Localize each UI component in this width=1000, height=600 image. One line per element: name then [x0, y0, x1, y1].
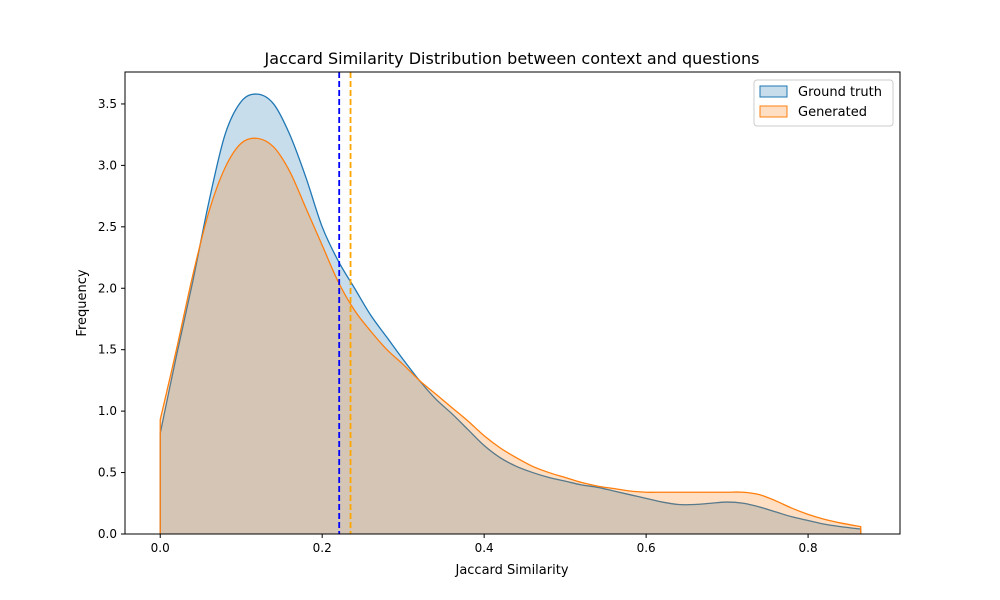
- y-tick-label: 2.0: [98, 281, 117, 295]
- legend-swatch-generated: [759, 105, 788, 118]
- y-tick-label: 3.5: [98, 97, 117, 111]
- x-axis-ticks: 0.0 0.2 0.4 0.6 0.8: [151, 534, 818, 555]
- chart-title: Jaccard Similarity Distribution between …: [264, 49, 760, 68]
- series-line-ground-truth: [159, 93, 862, 534]
- y-tick-label: 1.0: [98, 404, 117, 418]
- legend-box: [753, 79, 894, 127]
- x-tick-label: 0.0: [151, 541, 170, 555]
- legend: Ground truth Generated: [753, 79, 894, 127]
- x-axis-label: Jaccard Similarity: [454, 563, 568, 578]
- legend-label-ground-truth: Ground truth: [798, 85, 882, 100]
- y-tick-label: 1.5: [98, 343, 117, 357]
- series-area-ground-truth: [160, 94, 861, 534]
- y-tick-label: 0.5: [98, 466, 117, 480]
- legend-swatch-ground-truth: [759, 85, 788, 98]
- y-axis-ticks: 0.0 0.5 1.0 1.5 2.0 2.5 3.0 3.5: [98, 97, 125, 541]
- x-tick-label: 0.6: [637, 541, 656, 555]
- x-tick-label: 0.8: [799, 541, 818, 555]
- legend-label-generated: Generated: [798, 105, 867, 120]
- x-tick-label: 0.4: [475, 541, 494, 555]
- y-tick-label: 0.0: [98, 527, 117, 541]
- x-tick-label: 0.2: [313, 541, 332, 555]
- y-tick-label: 3.0: [98, 158, 117, 172]
- y-tick-label: 2.5: [98, 220, 117, 234]
- series-layer: [159, 93, 862, 534]
- mean-lines: [338, 72, 352, 534]
- plot-frame: [124, 71, 901, 535]
- series-line-generated: [159, 137, 862, 534]
- series-area-generated: [160, 138, 861, 534]
- y-axis-label: Frequency: [75, 269, 90, 336]
